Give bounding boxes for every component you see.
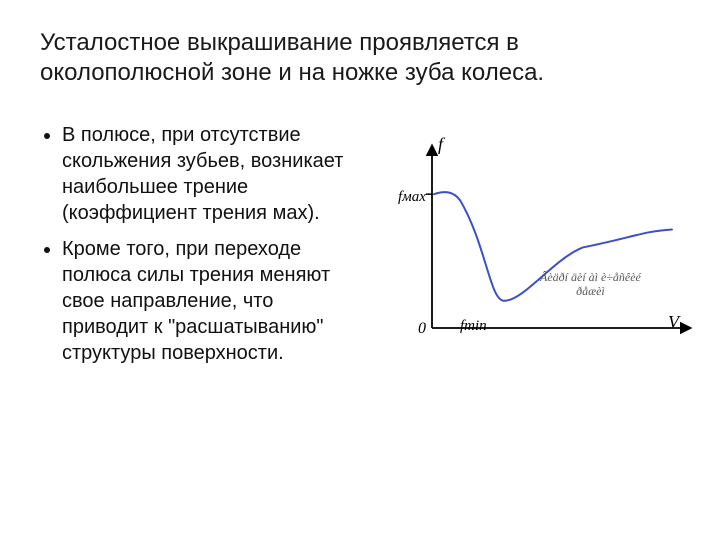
friction-chart: f V fмах fmin 0 Âèäðí äèí àì è÷åñêèé ðåæ… (370, 140, 680, 400)
chart-annotation-line1: Âèäðí äèí àì è÷åñêèé (540, 270, 641, 284)
fmin-label: fmin (460, 318, 487, 335)
y-axis-label: f (438, 134, 443, 155)
bullet-list: В полюсе, при отсутствие скольжения зубь… (40, 122, 350, 366)
list-item: Кроме того, при переходе полюса силы тре… (62, 236, 350, 366)
origin-label: 0 (418, 320, 426, 338)
body-row: В полюсе, при отсутствие скольжения зубь… (40, 122, 680, 400)
slide-title: Усталостное выкрашивание проявляется в о… (40, 28, 680, 88)
chart-annotation: Âèäðí äèí àì è÷åñêèé ðåæèì (540, 270, 641, 299)
slide: Усталостное выкрашивание проявляется в о… (0, 0, 720, 540)
x-axis-label: V (668, 312, 679, 333)
fmax-label: fмах (398, 189, 426, 206)
chart-annotation-line2: ðåæèì (576, 284, 605, 298)
bullet-list-container: В полюсе, при отсутствие скольжения зубь… (40, 122, 350, 376)
list-item: В полюсе, при отсутствие скольжения зубь… (62, 122, 350, 226)
